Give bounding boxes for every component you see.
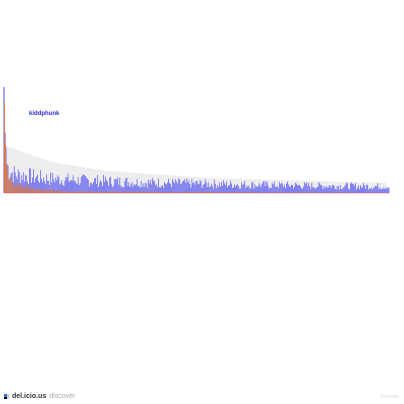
footer: del.icio.us discover	[4, 392, 75, 401]
powered-by: Prefuse	[380, 394, 398, 400]
side-note	[394, 30, 400, 350]
brand-suffix: discover	[49, 393, 76, 400]
highlight-label[interactable]: kiddphunk	[29, 111, 60, 117]
bars-layer	[3, 87, 390, 193]
delicious-logo-icon	[4, 394, 9, 399]
brand-name[interactable]: del.icio.us	[12, 393, 47, 400]
